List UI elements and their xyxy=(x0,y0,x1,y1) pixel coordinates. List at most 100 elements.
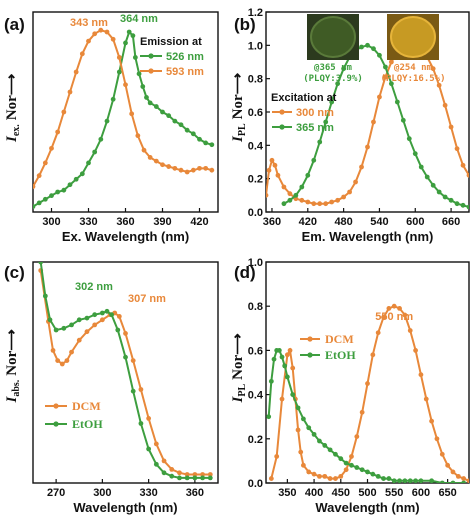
data-point xyxy=(192,472,198,477)
data-point xyxy=(130,358,136,363)
data-point xyxy=(266,414,272,420)
data-point xyxy=(84,329,90,335)
data-point xyxy=(402,312,408,318)
plot-frame xyxy=(265,261,470,484)
data-point xyxy=(178,167,184,173)
series-etoh xyxy=(38,262,213,481)
data-point xyxy=(397,478,402,483)
x-tick-label: 600 xyxy=(406,216,424,228)
legend-label: 526 nm xyxy=(166,51,204,63)
data-point xyxy=(322,473,328,479)
series-dcm xyxy=(38,268,213,477)
data-point xyxy=(138,421,144,426)
y-axis-title: IPL Nor⟶ xyxy=(230,72,248,143)
data-point xyxy=(311,201,317,207)
data-point xyxy=(47,317,53,323)
y-axis-title-symbol: I xyxy=(4,135,20,143)
data-point xyxy=(272,162,278,168)
x-tick-label: 550 xyxy=(385,487,403,499)
panel-label: (b) xyxy=(234,15,256,34)
data-point xyxy=(333,476,338,481)
y-axis-title-subscript: abs. xyxy=(11,379,22,396)
data-point xyxy=(293,192,299,198)
data-point xyxy=(271,356,277,362)
data-point xyxy=(153,461,159,467)
data-point xyxy=(123,354,128,360)
series-line xyxy=(39,262,211,479)
data-point xyxy=(370,471,376,477)
data-point xyxy=(98,136,104,142)
x-axis-title: Wavelength (nm) xyxy=(315,500,419,515)
data-point xyxy=(138,387,144,392)
data-point xyxy=(448,124,454,130)
data-point xyxy=(317,438,322,444)
x-tick-label: 400 xyxy=(305,487,323,499)
data-point xyxy=(146,446,152,452)
data-point xyxy=(116,55,122,60)
sample-photo-disc xyxy=(310,16,356,58)
data-point xyxy=(359,409,365,415)
data-point xyxy=(388,59,394,65)
data-point xyxy=(365,381,370,386)
data-point xyxy=(123,331,128,336)
legend-marker xyxy=(148,53,154,59)
data-point xyxy=(386,476,392,481)
data-point xyxy=(287,191,293,197)
data-point xyxy=(55,189,61,195)
data-point xyxy=(178,122,184,128)
legend-marker xyxy=(53,403,59,409)
data-point xyxy=(84,315,90,321)
photo-plqy: (PLQY:16.5%) xyxy=(380,74,445,84)
peak-annotation: 550 nm xyxy=(375,311,413,323)
data-point xyxy=(49,193,54,199)
data-point xyxy=(413,478,418,483)
data-point xyxy=(407,328,413,333)
y-tick-label: 0.4 xyxy=(248,140,264,152)
data-point xyxy=(349,462,354,468)
series-line xyxy=(270,305,469,482)
data-point xyxy=(445,462,451,468)
legend-title: Excitation at xyxy=(271,92,337,104)
x-tick-label: 360 xyxy=(186,487,204,499)
data-point xyxy=(42,293,48,299)
series-line xyxy=(39,270,211,476)
data-point xyxy=(305,199,311,205)
data-point xyxy=(434,436,440,442)
data-point xyxy=(365,469,370,475)
series-300-nm xyxy=(266,42,469,207)
legend-marker xyxy=(279,124,285,130)
data-point xyxy=(335,197,341,203)
data-point xyxy=(338,456,344,462)
data-point xyxy=(454,201,460,207)
data-point xyxy=(299,197,305,203)
data-point xyxy=(153,104,159,109)
data-point xyxy=(276,348,282,353)
data-point xyxy=(333,451,338,457)
data-point xyxy=(275,172,281,178)
data-point xyxy=(153,441,159,447)
data-point xyxy=(49,145,54,151)
data-point xyxy=(354,465,360,470)
legend-label: DCM xyxy=(72,399,101,413)
data-point xyxy=(73,69,79,75)
data-point xyxy=(33,184,36,189)
series-etoh xyxy=(266,348,467,483)
x-tick-label: 420 xyxy=(299,216,317,228)
data-point xyxy=(281,184,287,190)
data-point xyxy=(61,109,67,115)
data-point xyxy=(295,427,301,433)
y-axis-title-tail: Nor⟶ xyxy=(230,72,246,119)
data-point xyxy=(429,478,435,483)
data-point xyxy=(184,472,190,477)
data-point xyxy=(306,425,312,431)
y-tick-label: 1.0 xyxy=(248,40,263,52)
panel-d: 350 400 450 500 550 600 650 0.0 0.2 0.4 0.6 0.8 1.0 W… xyxy=(230,257,470,515)
data-point xyxy=(383,64,388,70)
data-point xyxy=(55,358,61,363)
data-point xyxy=(76,337,82,343)
data-point xyxy=(73,176,79,182)
data-point xyxy=(61,325,67,331)
legend-marker xyxy=(279,109,285,115)
data-point xyxy=(64,358,70,363)
data-point xyxy=(177,475,182,481)
